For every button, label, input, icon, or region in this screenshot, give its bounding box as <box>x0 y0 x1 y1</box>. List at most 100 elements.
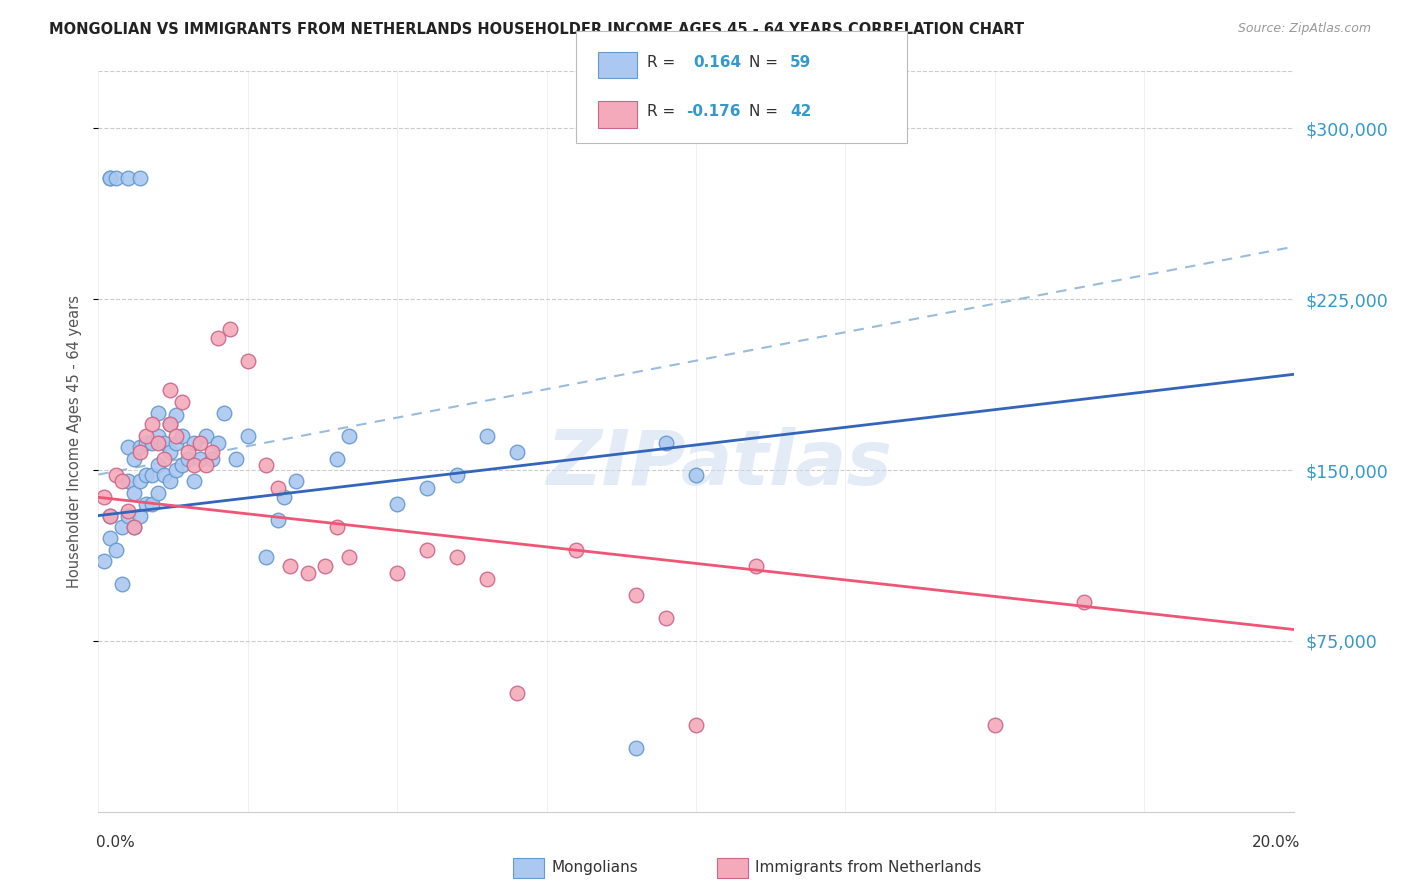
Point <box>98 508 122 523</box>
Point <box>201 451 224 466</box>
Text: R =: R = <box>647 55 681 70</box>
Y-axis label: Householder Income Ages 45 - 64 years: Householder Income Ages 45 - 64 years <box>67 295 83 588</box>
Point <box>339 549 361 564</box>
Point <box>188 451 211 466</box>
Point <box>385 497 409 511</box>
Point <box>685 467 707 482</box>
Point <box>117 508 139 523</box>
Point <box>105 171 128 186</box>
Point <box>129 475 152 489</box>
Point <box>626 588 648 602</box>
Point <box>655 611 678 625</box>
Point <box>183 458 205 473</box>
Point <box>98 532 122 546</box>
Point <box>93 554 115 568</box>
Point <box>475 429 498 443</box>
Point <box>141 417 163 432</box>
Point <box>117 171 139 186</box>
Point <box>446 467 468 482</box>
Point <box>148 485 170 500</box>
Point <box>254 549 277 564</box>
Point <box>315 558 337 573</box>
Point <box>195 429 218 443</box>
Point <box>141 467 163 482</box>
Text: 20.0%: 20.0% <box>1253 836 1301 850</box>
Point <box>93 491 115 505</box>
Point <box>135 467 157 482</box>
Text: Source: ZipAtlas.com: Source: ZipAtlas.com <box>1237 22 1371 36</box>
Point <box>278 558 301 573</box>
Text: ZIPatlas: ZIPatlas <box>547 426 893 500</box>
Text: -0.176: -0.176 <box>686 104 741 119</box>
Point <box>124 520 146 534</box>
Text: Mongolians: Mongolians <box>551 860 638 874</box>
Point <box>148 429 170 443</box>
Point <box>159 444 181 458</box>
Point <box>183 435 205 450</box>
Point <box>236 429 259 443</box>
Point <box>267 513 290 527</box>
Point <box>984 718 1007 732</box>
Point <box>159 417 181 432</box>
Point <box>129 440 152 454</box>
Point <box>165 429 187 443</box>
Point <box>284 475 307 489</box>
Point <box>475 573 498 587</box>
Text: MONGOLIAN VS IMMIGRANTS FROM NETHERLANDS HOUSEHOLDER INCOME AGES 45 - 64 YEARS C: MONGOLIAN VS IMMIGRANTS FROM NETHERLANDS… <box>49 22 1025 37</box>
Point <box>129 508 152 523</box>
Point <box>188 435 211 450</box>
Text: 0.0%: 0.0% <box>96 836 135 850</box>
Point <box>165 409 187 423</box>
Point <box>236 353 259 368</box>
Point <box>135 429 157 443</box>
Point <box>135 497 157 511</box>
Point <box>506 686 529 700</box>
Point <box>326 451 349 466</box>
Point <box>124 485 146 500</box>
Point <box>111 475 134 489</box>
Point <box>165 435 187 450</box>
Point <box>685 718 707 732</box>
Point <box>141 497 163 511</box>
Point <box>254 458 277 473</box>
Point <box>148 458 170 473</box>
Point <box>124 451 146 466</box>
Point <box>98 171 122 186</box>
Point <box>225 451 247 466</box>
Point <box>326 520 349 534</box>
Point <box>117 440 139 454</box>
Point <box>153 467 176 482</box>
Point <box>105 542 128 557</box>
Point <box>219 322 242 336</box>
Text: 0.164: 0.164 <box>693 55 741 70</box>
Point <box>212 406 235 420</box>
Point <box>98 508 122 523</box>
Point <box>153 451 176 466</box>
Point <box>297 566 319 580</box>
Point <box>385 566 409 580</box>
Text: R =: R = <box>647 104 681 119</box>
Point <box>207 331 229 345</box>
Point <box>117 504 139 518</box>
Point <box>165 463 187 477</box>
Point <box>655 435 678 450</box>
Point <box>135 435 157 450</box>
Point <box>129 171 152 186</box>
Point <box>1073 595 1095 609</box>
Point <box>129 444 152 458</box>
Text: 59: 59 <box>790 55 811 70</box>
Point <box>416 481 439 495</box>
Point <box>339 429 361 443</box>
Point <box>111 520 134 534</box>
Point <box>105 467 128 482</box>
Text: Immigrants from Netherlands: Immigrants from Netherlands <box>755 860 981 874</box>
Point <box>506 444 529 458</box>
Point <box>565 542 588 557</box>
Point <box>159 475 181 489</box>
Point <box>159 417 181 432</box>
Point <box>172 429 194 443</box>
Point <box>177 451 200 466</box>
Point <box>111 577 134 591</box>
Point <box>195 458 218 473</box>
Text: 42: 42 <box>790 104 811 119</box>
